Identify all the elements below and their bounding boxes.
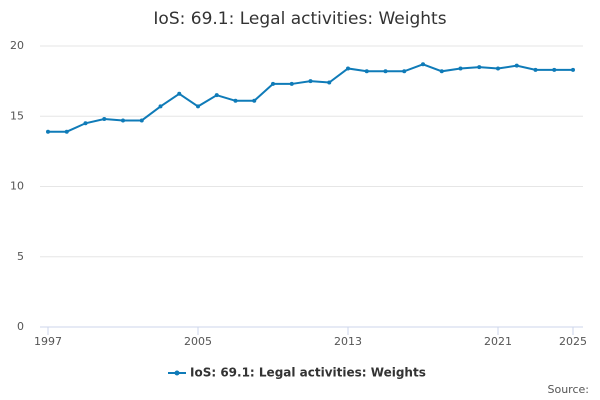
marker xyxy=(233,98,238,103)
y-tick-label: 5 xyxy=(17,250,24,263)
marker xyxy=(308,79,313,84)
source: Source: xyxy=(548,383,590,396)
marker xyxy=(289,81,294,86)
x-tick-label: 2025 xyxy=(559,335,587,348)
marker xyxy=(158,104,163,109)
marker xyxy=(458,66,463,71)
marker xyxy=(177,91,182,96)
marker xyxy=(477,65,482,70)
marker xyxy=(571,67,575,72)
marker xyxy=(196,104,200,109)
marker xyxy=(439,69,444,74)
marker xyxy=(83,121,88,126)
marker xyxy=(327,80,332,85)
legend-marker xyxy=(174,370,180,376)
marker xyxy=(402,69,407,74)
x-tick-label: 1997 xyxy=(34,335,62,348)
x-tick-label: 2021 xyxy=(484,335,512,348)
marker xyxy=(514,63,519,68)
marker xyxy=(64,129,69,134)
y-tick-label: 10 xyxy=(10,180,24,193)
y-tick-label: 15 xyxy=(10,109,24,122)
y-tick-label: 20 xyxy=(10,39,24,52)
marker xyxy=(139,118,144,123)
y-tick-label: 0 xyxy=(17,320,24,333)
marker xyxy=(252,98,257,103)
x-tick-label: 2005 xyxy=(184,335,212,348)
marker xyxy=(552,67,557,72)
line xyxy=(48,63,573,133)
marker xyxy=(46,129,50,134)
marker xyxy=(346,66,350,71)
marker xyxy=(533,67,538,72)
marker xyxy=(102,117,107,122)
x-tick-label: 2013 xyxy=(334,335,362,348)
marker xyxy=(421,62,425,67)
marker xyxy=(496,66,500,71)
marker xyxy=(121,118,125,123)
legend-label: IoS: 69.1: Legal activities: Weights xyxy=(190,366,426,380)
marker xyxy=(271,81,275,86)
marker xyxy=(383,69,388,74)
marker xyxy=(364,69,369,74)
marker xyxy=(214,93,219,98)
chart-title: IoS: 69.1: Legal activities: Weights xyxy=(153,9,446,29)
